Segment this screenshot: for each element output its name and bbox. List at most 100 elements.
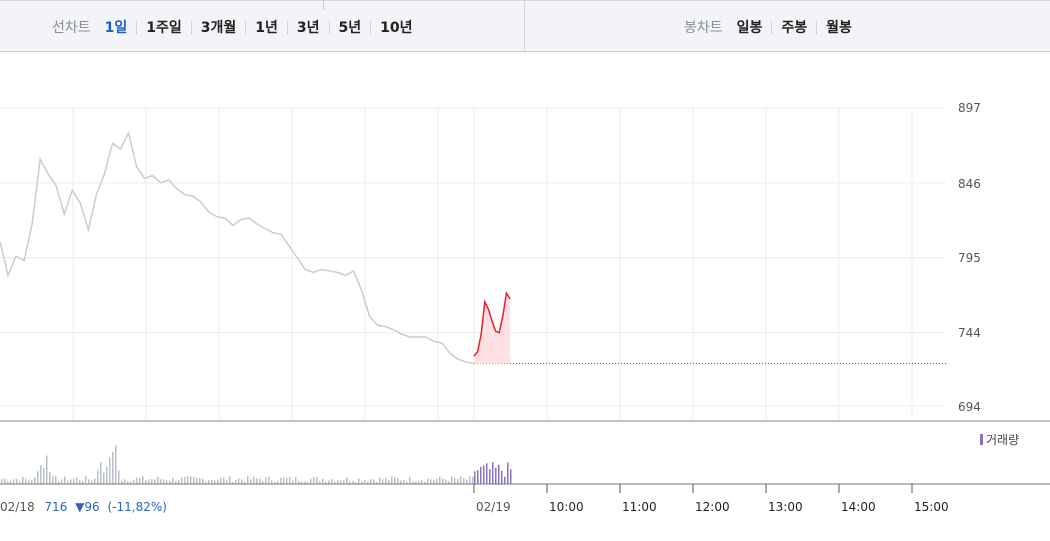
volume-bar bbox=[13, 479, 15, 484]
volume-bar bbox=[265, 477, 267, 484]
volume-bar bbox=[268, 476, 270, 484]
tab-monthly-candle[interactable]: 월봉 bbox=[826, 20, 852, 36]
volume-bar bbox=[115, 445, 117, 484]
volume-bar bbox=[364, 479, 366, 484]
volume-bar bbox=[211, 479, 213, 484]
volume-bar bbox=[334, 481, 336, 484]
volume-bar bbox=[64, 476, 66, 484]
volume-bar bbox=[379, 477, 381, 484]
tab-separator bbox=[771, 20, 773, 34]
chart-period-tabbar: 선차트 1일 1주일 3개월 1년 3년 5년 10년 봉차트 일봉 주봉 월봉 bbox=[0, 0, 1050, 53]
volume-bar bbox=[202, 478, 204, 484]
volume-bar bbox=[187, 476, 189, 484]
volume-bar bbox=[424, 481, 426, 484]
volume-bar bbox=[109, 457, 111, 484]
volume-bar bbox=[52, 476, 54, 484]
volume-bar bbox=[91, 480, 93, 484]
volume-bar bbox=[412, 481, 414, 484]
volume-bar bbox=[280, 477, 282, 484]
x-tick-label: 11:00 bbox=[622, 500, 657, 514]
volume-bar bbox=[121, 480, 123, 484]
volume-bar bbox=[112, 451, 114, 484]
volume-bar bbox=[142, 476, 144, 484]
volume-bar bbox=[169, 480, 171, 484]
info-rate: (-11,82%) bbox=[107, 500, 166, 514]
volume-bar bbox=[181, 477, 183, 484]
y-axis-ticks: 897 846 795 744 694 bbox=[958, 101, 981, 414]
volume-bar bbox=[40, 465, 42, 484]
tab-separator bbox=[245, 20, 247, 34]
tab-5year[interactable]: 5년 bbox=[338, 20, 362, 36]
volume-bar bbox=[37, 471, 39, 484]
tab-separator bbox=[370, 20, 372, 34]
volume-bar bbox=[439, 476, 441, 484]
volume-bar bbox=[43, 467, 45, 484]
tab-1week[interactable]: 1주일 bbox=[146, 20, 182, 36]
volume-bar bbox=[454, 478, 456, 484]
candle-chart-label: 봉차트 bbox=[684, 20, 723, 36]
volume-bar bbox=[241, 479, 243, 484]
volume-bar-today bbox=[504, 476, 506, 484]
volume-bar bbox=[409, 476, 411, 484]
volume-bars bbox=[1, 445, 512, 484]
volume-bar bbox=[457, 479, 459, 484]
volume-bar bbox=[166, 480, 168, 484]
volume-bar bbox=[133, 479, 135, 484]
volume-bar bbox=[103, 472, 105, 484]
volume-legend: 거래량 bbox=[980, 433, 1019, 447]
tab-separator bbox=[816, 20, 818, 34]
tab-daily-candle[interactable]: 일봉 bbox=[736, 20, 763, 36]
x-tick-label: 13:00 bbox=[768, 500, 803, 514]
volume-bar bbox=[256, 478, 258, 484]
volume-bar bbox=[271, 480, 273, 484]
tab-1year[interactable]: 1년 bbox=[255, 20, 278, 36]
info-date: 02/18 bbox=[0, 500, 35, 514]
tab-separator bbox=[136, 20, 138, 34]
tab-3month[interactable]: 3개월 bbox=[200, 20, 237, 36]
tab-weekly-candle[interactable]: 주봉 bbox=[781, 20, 808, 36]
vertical-gridlines bbox=[72, 107, 913, 420]
volume-bar bbox=[160, 479, 162, 484]
volume-bar bbox=[295, 477, 297, 484]
volume-bar-today bbox=[498, 464, 500, 484]
y-tick-label: 744 bbox=[958, 326, 981, 340]
volume-bar-today bbox=[495, 467, 497, 484]
x-tick-label: 12:00 bbox=[695, 500, 730, 514]
volume-bar bbox=[391, 476, 393, 484]
volume-bar bbox=[376, 481, 378, 484]
volume-bar bbox=[208, 480, 210, 484]
volume-bar bbox=[49, 472, 51, 484]
volume-bar bbox=[427, 478, 429, 484]
volume-bar bbox=[313, 477, 315, 484]
volume-bar bbox=[4, 478, 6, 484]
volume-bar bbox=[157, 476, 159, 484]
volume-bar bbox=[310, 478, 312, 484]
volume-bar bbox=[175, 481, 177, 484]
volume-bar bbox=[349, 481, 351, 484]
session-info: 02/18 716 ▼96 (-11,82%) bbox=[0, 500, 167, 514]
tab-10year[interactable]: 10년 bbox=[380, 20, 413, 36]
tab-1day[interactable]: 1일 bbox=[104, 20, 128, 36]
volume-bar bbox=[388, 479, 390, 484]
today-session-line bbox=[473, 290, 511, 357]
previous-session-line bbox=[0, 130, 475, 365]
volume-bar bbox=[46, 455, 48, 484]
volume-bar bbox=[118, 470, 120, 484]
volume-bar bbox=[403, 479, 405, 484]
volume-bar bbox=[1, 479, 3, 484]
volume-bar bbox=[370, 479, 372, 484]
svg-text:02/18 716 ▼96: 02/18 716 ▼96 (-11,82%) bbox=[0, 500, 167, 514]
volume-bar bbox=[22, 476, 24, 484]
volume-bar bbox=[289, 476, 291, 484]
volume-bar bbox=[106, 466, 108, 484]
volume-bar bbox=[88, 479, 90, 484]
tab-3year[interactable]: 3년 bbox=[296, 20, 320, 36]
volume-bar bbox=[382, 479, 384, 484]
volume-bar bbox=[262, 481, 264, 484]
x-tick-label: 14:00 bbox=[841, 500, 876, 514]
volume-bar bbox=[274, 481, 276, 484]
info-change: ▼96 bbox=[75, 500, 100, 514]
volume-legend-marker bbox=[980, 434, 983, 445]
volume-bar-today bbox=[492, 462, 494, 484]
volume-bar bbox=[433, 479, 435, 484]
